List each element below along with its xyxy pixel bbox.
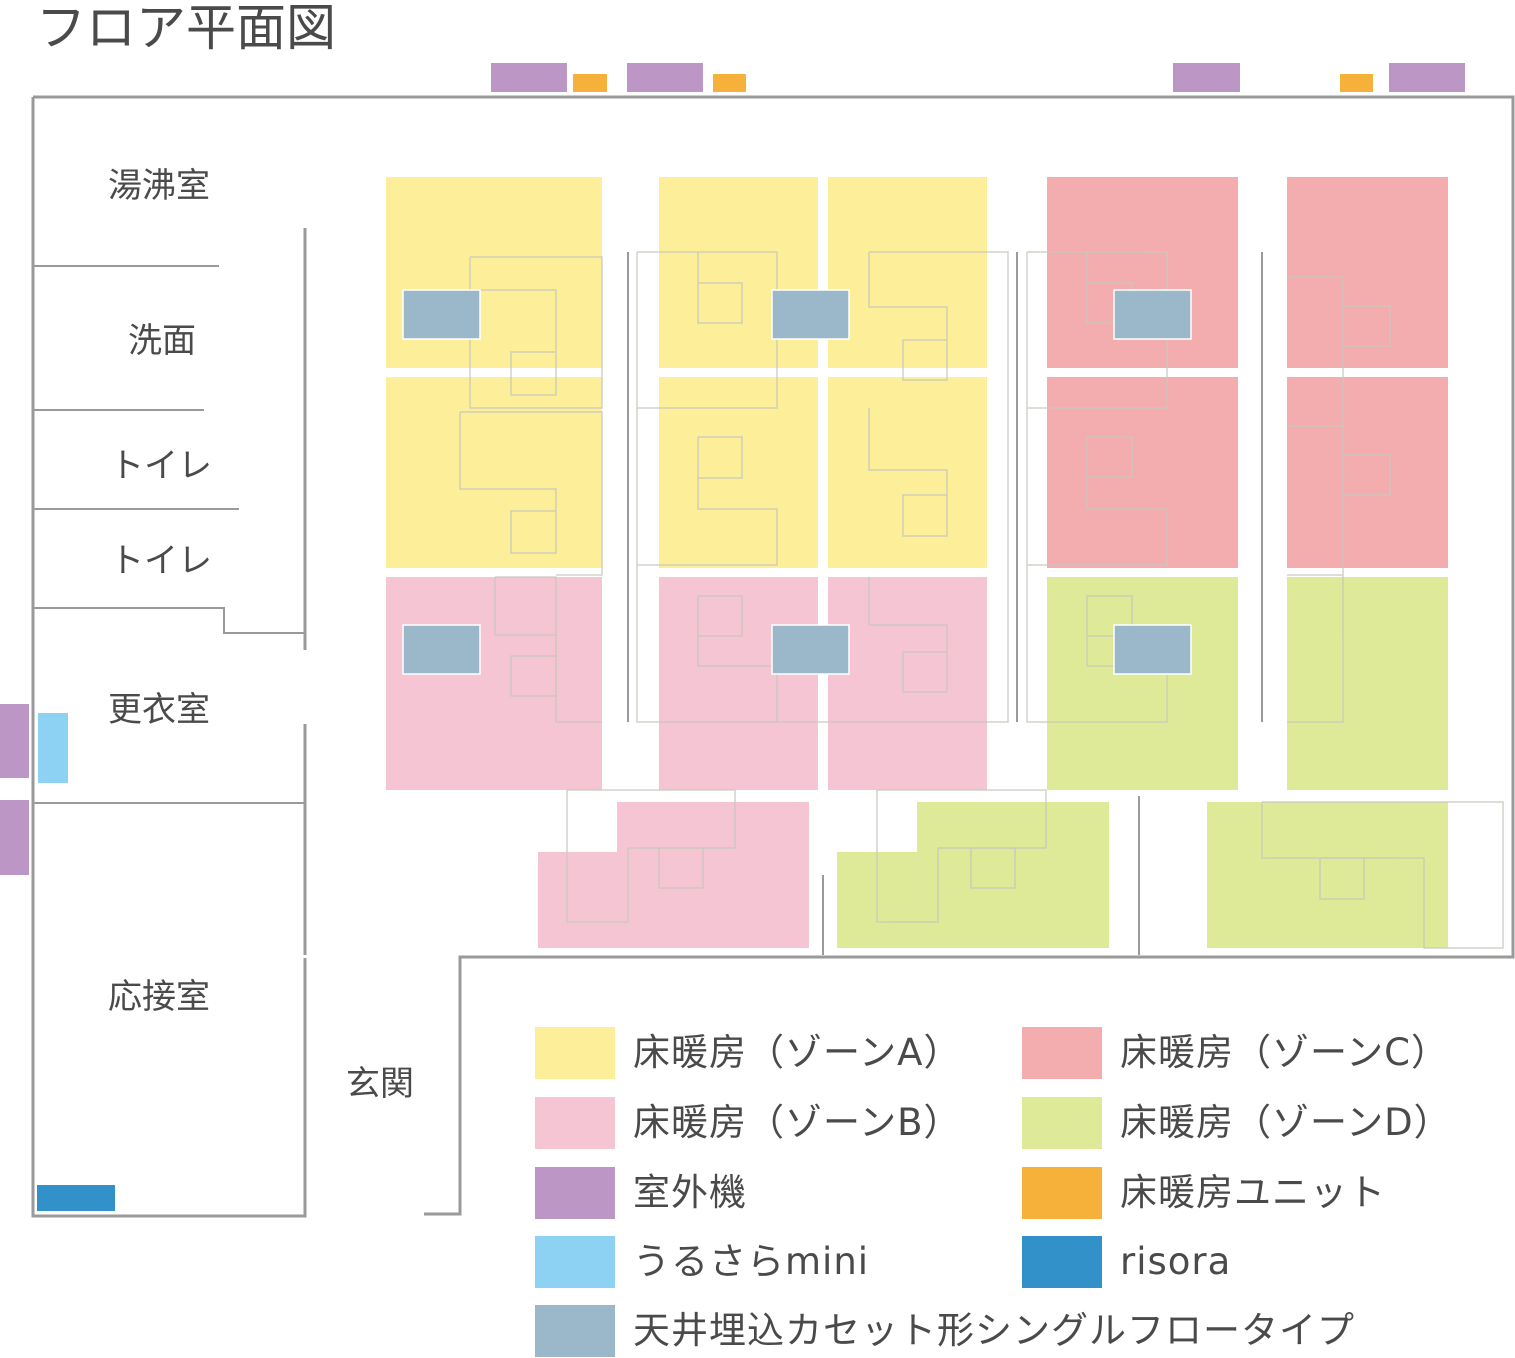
urusara-mini-unit: [38, 713, 68, 783]
zone-c-area: [1287, 377, 1448, 568]
zone-a-area: [828, 377, 987, 568]
floor-heating-unit: [713, 74, 746, 92]
zone-b-areas: [386, 577, 987, 948]
legend-item-floor-heating-unit: 床暖房ユニット: [1022, 1167, 1386, 1219]
cassette-unit: [402, 289, 481, 340]
room-label-toilet-2: トイレ: [110, 541, 212, 581]
zone-b-area: [386, 577, 602, 790]
zone-c-areas: [1047, 177, 1448, 568]
walls: [31, 95, 1515, 1218]
outdoor-unit: [1389, 63, 1465, 92]
legend-item-cassette: 天井埋込カセット形シングルフロータイプ: [535, 1305, 1355, 1357]
zone-d-area: [837, 802, 1109, 948]
zone-a-area: [386, 377, 602, 568]
legend-label: 床暖房（ゾーンC）: [1120, 1031, 1449, 1074]
outdoor-unit: [627, 63, 703, 92]
outdoor-unit: [0, 704, 29, 778]
zone-d-area: [1047, 577, 1238, 790]
zone-b-area: [538, 802, 809, 948]
floor-heating-unit: [1340, 74, 1373, 92]
zone-d-areas: [837, 577, 1448, 948]
zone-c-swatch: [1022, 1027, 1102, 1079]
outdoor-unit: [1173, 63, 1240, 92]
legend-label: 天井埋込カセット形シングルフロータイプ: [633, 1309, 1355, 1352]
partitions: [33, 252, 1263, 955]
legend-label: 室外機: [633, 1171, 747, 1214]
zone-c-area: [1287, 177, 1448, 368]
urusara-mini-swatch: [535, 1236, 615, 1288]
zone-b-swatch: [535, 1097, 615, 1149]
room-label-ousetsu: 応接室: [108, 977, 210, 1017]
legend-label: うるさらmini: [633, 1240, 870, 1283]
legend-item-zone-b: 床暖房（ゾーンB）: [535, 1097, 962, 1149]
cassette-unit: [771, 289, 850, 340]
legend-label: 床暖房ユニット: [1120, 1171, 1386, 1214]
room-label-senmen: 洗面: [128, 321, 196, 361]
room-label-genkan: 玄関: [346, 1064, 414, 1104]
zone-d-area: [1207, 802, 1448, 948]
outdoor-unit: [491, 63, 567, 92]
floor-heating-unit: [573, 74, 607, 92]
legend-item-zone-d: 床暖房（ゾーンD）: [1022, 1097, 1452, 1149]
cassette-units: [402, 289, 1192, 675]
room-label-toilet-1: トイレ: [110, 446, 212, 486]
zone-b-area: [659, 577, 818, 790]
legend-label: 床暖房（ゾーンB）: [633, 1101, 962, 1144]
zone-a-swatch: [535, 1027, 615, 1079]
furniture-outlines: [459, 251, 1504, 949]
floor-heating-unit-swatch: [1022, 1167, 1102, 1219]
risora-unit: [37, 1185, 115, 1211]
floor-heating-units: [573, 74, 1373, 92]
legend-item-risora: risora: [1022, 1236, 1231, 1288]
page-title: フロア平面図: [36, 0, 336, 57]
zone-a-area: [828, 177, 987, 368]
outdoor-unit: [0, 800, 29, 875]
outdoor-units: [0, 63, 1465, 875]
cassette-unit: [402, 624, 481, 675]
risora-swatch: [1022, 1236, 1102, 1288]
zone-c-area: [1047, 377, 1238, 568]
cassette-unit: [1113, 624, 1192, 675]
zone-d-swatch: [1022, 1097, 1102, 1149]
room-label-koui: 更衣室: [108, 690, 210, 730]
zone-a-areas: [386, 177, 987, 568]
cassette-unit: [771, 624, 850, 675]
legend-item-urusara-mini: うるさらmini: [535, 1236, 869, 1288]
legend-item-zone-a: 床暖房（ゾーンA）: [535, 1027, 961, 1079]
legend-label: 床暖房（ゾーンD）: [1120, 1101, 1452, 1144]
zone-a-area: [659, 377, 818, 568]
legend-label: risora: [1120, 1240, 1232, 1283]
cassette-unit: [1113, 289, 1192, 340]
outdoor-unit-swatch: [535, 1167, 615, 1219]
zone-b-area: [828, 577, 987, 790]
room-label-yuwakashi: 湯沸室: [108, 166, 210, 206]
zone-d-area: [1287, 577, 1448, 790]
cassette-swatch: [535, 1305, 615, 1357]
legend-label: 床暖房（ゾーンA）: [633, 1031, 962, 1074]
legend-item-zone-c: 床暖房（ゾーンC）: [1022, 1027, 1449, 1079]
legend-item-outdoor-unit: 室外機: [535, 1167, 747, 1219]
